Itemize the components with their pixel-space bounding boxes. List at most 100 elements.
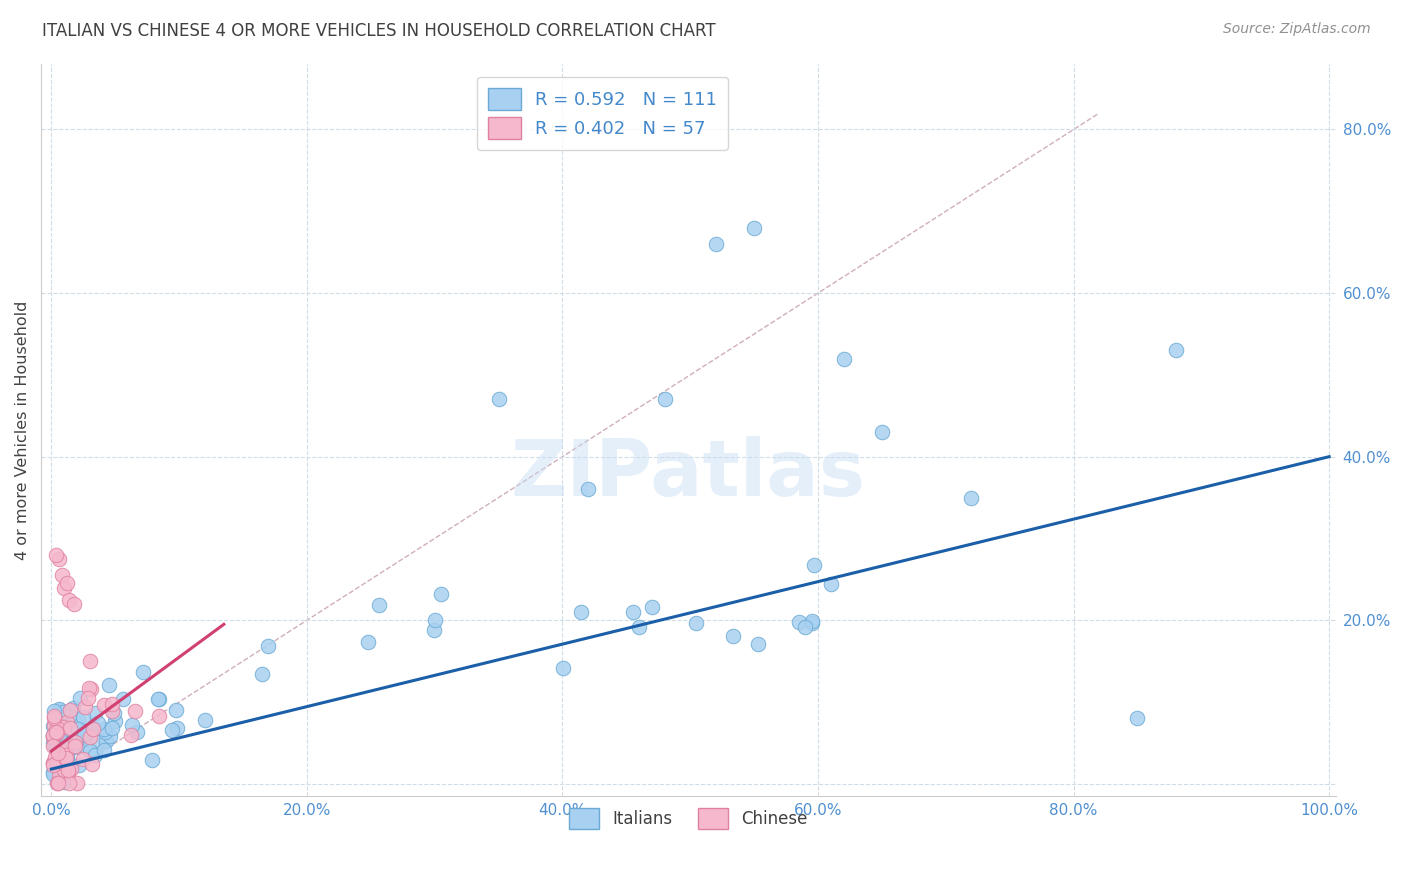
Point (45, 756, 67, 771)
Point (820, 577, 842, 591)
Point (100, 730, 122, 744)
Point (357, 635, 380, 649)
Point (104, 714, 127, 729)
Point (63, 739, 86, 753)
Point (53, 741, 76, 756)
Point (66, 713, 89, 727)
Point (48, 746, 70, 760)
Point (53, 736, 76, 750)
Point (48, 731, 70, 745)
Point (51, 746, 73, 760)
Point (55, 715, 77, 730)
Point (93, 725, 115, 739)
Point (73, 730, 96, 744)
Point (55, 748, 77, 763)
Point (56, 748, 79, 763)
Point (704, 237, 727, 252)
Point (42, 711, 65, 725)
Point (120, 728, 142, 742)
Point (146, 692, 169, 706)
Point (42, 758, 65, 772)
Point (160, 723, 183, 738)
Point (44, 750, 66, 764)
Point (62, 701, 84, 715)
Point (48, 744, 70, 758)
Point (124, 704, 146, 718)
Point (72, 752, 94, 766)
Point (640, 599, 662, 614)
Point (73, 739, 96, 754)
Point (77, 690, 100, 705)
Point (87, 715, 110, 730)
Point (69, 691, 91, 706)
Point (65, 735, 87, 749)
Point (141, 753, 163, 767)
Point (368, 598, 391, 612)
Point (58, 776, 80, 790)
Point (423, 613, 446, 627)
Point (46, 723, 69, 738)
Point (960, 491, 983, 505)
Point (747, 637, 769, 651)
Point (59, 721, 82, 735)
Point (45, 735, 67, 749)
Point (59, 762, 82, 776)
Point (423, 624, 446, 638)
Point (87, 735, 110, 749)
Point (52, 764, 75, 778)
Point (101, 704, 124, 718)
Point (82, 721, 104, 735)
Point (46, 776, 69, 790)
Point (553, 661, 575, 675)
Point (742, 220, 765, 235)
Point (101, 697, 124, 711)
Point (56, 739, 79, 753)
Point (832, 351, 855, 366)
Point (628, 620, 651, 634)
Point (46, 776, 69, 790)
Point (250, 666, 273, 681)
Point (48, 552, 70, 566)
Point (51, 740, 73, 755)
Point (623, 605, 645, 619)
Point (67, 758, 90, 772)
Point (84, 706, 107, 720)
Point (63, 597, 86, 611)
Point (101, 721, 124, 735)
Point (51, 568, 73, 582)
Point (55, 750, 77, 764)
Point (48, 750, 70, 764)
Point (194, 713, 217, 727)
Point (685, 616, 707, 631)
Point (93, 743, 115, 757)
Point (45, 548, 67, 562)
Point (63, 735, 86, 749)
Point (121, 718, 143, 732)
Point (48, 735, 70, 749)
Point (55, 576, 77, 591)
Point (42, 756, 65, 770)
Point (45, 741, 67, 756)
Point (48, 728, 70, 742)
Point (488, 392, 510, 407)
Point (58, 592, 80, 607)
Point (430, 587, 453, 601)
Point (148, 709, 170, 723)
Point (41, 764, 63, 779)
Point (80, 757, 103, 772)
Point (79, 654, 101, 668)
Point (60, 726, 83, 740)
Point (41, 728, 63, 742)
Point (52, 720, 75, 734)
Point (148, 691, 170, 706)
Point (1126, 711, 1149, 725)
Point (801, 616, 824, 631)
Point (79, 681, 101, 696)
Point (41, 767, 63, 781)
Point (48, 769, 70, 783)
Point (45, 775, 67, 789)
Point (41, 756, 63, 771)
Point (45, 724, 67, 739)
Point (103, 706, 125, 720)
Point (42, 733, 65, 747)
